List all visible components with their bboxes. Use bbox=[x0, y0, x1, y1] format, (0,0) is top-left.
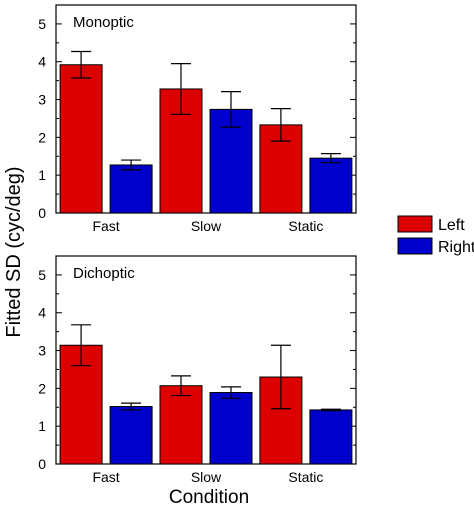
chart-panels: 0 1 2 3 4 5 Monoptic Fast Slow Static 0 1 2 3 4 5 Dichop… bbox=[38, 4, 357, 485]
y-tick-label: 1 bbox=[38, 167, 46, 183]
legend-label-left: Left bbox=[438, 217, 465, 234]
panel-2: 0 1 2 3 4 5 Dichoptic Fast Slow Static bbox=[38, 255, 357, 485]
y-tick-label: 0 bbox=[38, 456, 46, 472]
bar-right bbox=[109, 164, 153, 214]
y-tick-label: 2 bbox=[38, 380, 46, 396]
bar-right bbox=[309, 409, 353, 465]
x-tick-label: Static bbox=[288, 218, 323, 234]
legend-label-right: Right bbox=[438, 239, 474, 256]
legend-swatch-left bbox=[397, 215, 433, 233]
panel-title: Monoptic bbox=[73, 14, 134, 31]
bar-right bbox=[209, 392, 253, 465]
bar-left bbox=[159, 385, 203, 465]
bar-left bbox=[59, 64, 103, 214]
x-tick-label: Slow bbox=[191, 469, 222, 485]
legend-swatch-right bbox=[397, 237, 433, 255]
x-tick-label: Slow bbox=[191, 218, 222, 234]
legend: Left Right bbox=[397, 215, 474, 256]
y-tick-label: 3 bbox=[38, 92, 46, 108]
y-tick-label: 4 bbox=[38, 305, 46, 321]
x-tick-label: Fast bbox=[92, 469, 119, 485]
y-tick-label: 1 bbox=[38, 418, 46, 434]
y-tick-label: 3 bbox=[38, 343, 46, 359]
y-tick-label: 5 bbox=[38, 267, 46, 283]
x-axis-label: Condition bbox=[169, 487, 249, 506]
bar-right bbox=[309, 157, 353, 214]
y-axis-label: Fitted SD (cyc/deg) bbox=[3, 166, 25, 337]
x-tick-label: Fast bbox=[92, 218, 119, 234]
bar-right bbox=[109, 406, 153, 465]
y-tick-label: 5 bbox=[38, 16, 46, 32]
y-tick-label: 0 bbox=[38, 205, 46, 221]
panel-title: Dichoptic bbox=[73, 265, 135, 282]
panel-1: 0 1 2 3 4 5 Monoptic Fast Slow Static bbox=[38, 4, 357, 234]
y-tick-label: 4 bbox=[38, 54, 46, 70]
plot-frame bbox=[55, 4, 357, 214]
y-tick-label: 2 bbox=[38, 129, 46, 145]
plot-frame bbox=[55, 255, 357, 465]
x-tick-label: Static bbox=[288, 469, 323, 485]
